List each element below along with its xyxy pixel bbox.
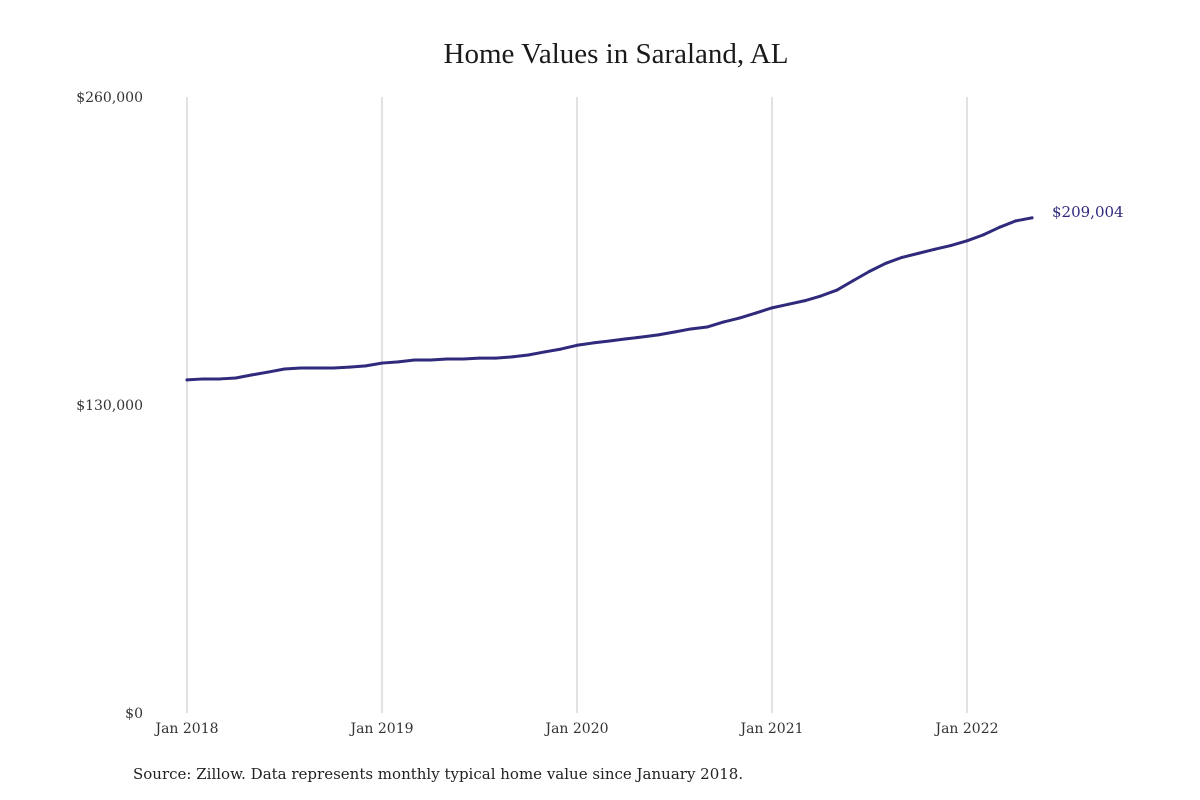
data-point: [803, 299, 806, 303]
data-point: [348, 365, 351, 369]
data-point: [315, 366, 319, 370]
data-point: [868, 269, 871, 273]
end-value-label: $209,004: [1052, 203, 1124, 221]
data-point: [396, 360, 400, 364]
data-point: [218, 377, 221, 381]
data-point: [413, 358, 416, 362]
data-point: [478, 356, 481, 360]
data-point: [738, 316, 741, 320]
data-point: [429, 358, 433, 362]
data-point: [461, 357, 465, 361]
data-point: [786, 302, 790, 306]
data-point: [266, 370, 270, 374]
x-tick-label: Jan 2019: [348, 721, 413, 737]
data-point: [608, 339, 611, 343]
y-tick-label: $260,000: [76, 90, 143, 106]
data-point: [705, 325, 709, 329]
x-tick-label: Jan 2018: [153, 721, 218, 737]
x-tick-label: Jan 2020: [543, 721, 608, 737]
y-tick-label: $0: [125, 706, 143, 722]
data-point: [884, 261, 888, 265]
data-point: [656, 333, 660, 337]
data-point: [380, 361, 384, 365]
data-point: [949, 244, 953, 248]
data-point: [900, 255, 904, 259]
data-point: [689, 327, 693, 331]
data-point: [819, 294, 823, 298]
data-point: [494, 356, 498, 360]
data-line: [185, 216, 1034, 382]
data-point: [331, 366, 335, 370]
data-point: [981, 233, 985, 237]
data-point: [965, 239, 969, 243]
data-point: [851, 279, 855, 283]
data-point: [835, 288, 839, 292]
data-point: [364, 364, 368, 368]
chart-title: Home Values in Saraland, AL: [443, 38, 789, 70]
data-point: [624, 337, 628, 341]
data-point: [510, 355, 514, 359]
data-point: [1014, 219, 1018, 223]
data-point: [673, 330, 676, 334]
data-point: [998, 225, 1001, 229]
source-note: Source: Zillow. Data represents monthly …: [133, 765, 744, 783]
data-point: [640, 335, 644, 339]
data-point: [543, 350, 546, 354]
data-point: [299, 366, 303, 370]
data-point: [933, 247, 936, 251]
data-point: [559, 347, 563, 351]
x-tick-label: Jan 2021: [738, 721, 803, 737]
data-point: [283, 367, 286, 371]
data-point: [721, 320, 725, 324]
x-tick-label: Jan 2022: [933, 721, 998, 737]
data-point: [526, 353, 530, 357]
data-point: [770, 306, 774, 310]
data-point: [234, 376, 238, 380]
data-point: [575, 343, 579, 347]
data-point: [201, 377, 205, 381]
y-tick-label: $130,000: [76, 398, 143, 414]
data-point: [185, 378, 189, 382]
data-point: [250, 373, 254, 377]
data-point: [445, 357, 449, 361]
data-point: [591, 341, 595, 345]
data-point: [754, 311, 758, 315]
data-point: [1030, 216, 1034, 220]
data-point: [916, 251, 920, 255]
